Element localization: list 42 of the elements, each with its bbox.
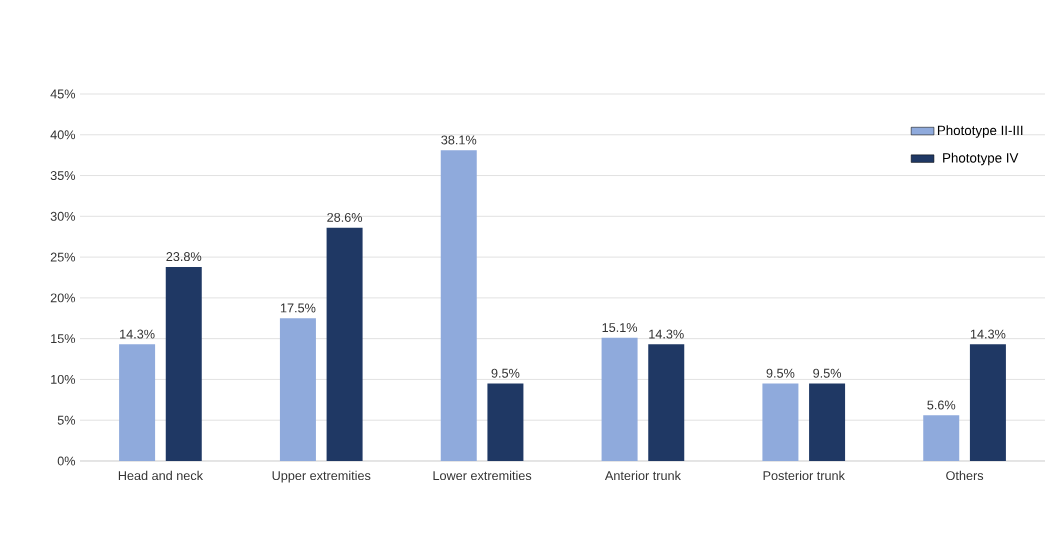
- y-tick-label: 25%: [50, 252, 76, 262]
- data-label: 17.5%: [280, 303, 316, 313]
- y-tick-label: 10%: [51, 374, 76, 384]
- x-tick-label: Head and neck: [118, 470, 204, 481]
- bar: [440, 150, 477, 461]
- y-tick-label: 20%: [50, 293, 76, 303]
- y-tick-label: 30%: [50, 211, 76, 221]
- bar: [969, 344, 1006, 461]
- data-label: 9.5%: [813, 368, 842, 378]
- data-label: 15.1%: [602, 323, 638, 333]
- bar: [279, 318, 316, 461]
- bar: [809, 383, 846, 461]
- bar: [601, 337, 638, 461]
- x-tick-label: Others: [946, 470, 984, 481]
- bar: [165, 266, 202, 461]
- data-label: 14.3%: [120, 329, 155, 339]
- data-label: 5.6%: [927, 400, 956, 410]
- legend-label: Phototype II-III: [937, 125, 1023, 138]
- y-tick-label: 40%: [50, 130, 76, 140]
- bar: [119, 344, 156, 461]
- bar: [487, 383, 524, 461]
- data-label: 14.3%: [649, 329, 684, 339]
- x-tick-label: Upper extremities: [272, 470, 371, 483]
- x-tick-label: Posterior trunk: [763, 470, 845, 481]
- data-label: 28.6%: [327, 212, 363, 222]
- y-tick-label: 45%: [50, 89, 76, 99]
- bar: [648, 344, 685, 461]
- x-tick-label: Anterior trunk: [604, 470, 681, 481]
- data-label: 14.3%: [970, 329, 1006, 339]
- y-tick-label: 0%: [57, 456, 76, 466]
- y-tick-label: 15%: [51, 334, 76, 344]
- bar: [326, 227, 363, 461]
- bar: [762, 383, 799, 461]
- y-tick-label: 5%: [57, 415, 76, 425]
- legend-label: Phototype IV: [943, 152, 1019, 166]
- data-label: 9.5%: [766, 368, 795, 378]
- data-label: 9.5%: [491, 368, 520, 378]
- data-label: 23.8%: [166, 252, 202, 262]
- x-tick-label: Lower extremities: [433, 470, 532, 481]
- data-label: 38.1%: [441, 135, 477, 145]
- bar: [923, 415, 960, 461]
- y-tick-label: 35%: [50, 171, 76, 181]
